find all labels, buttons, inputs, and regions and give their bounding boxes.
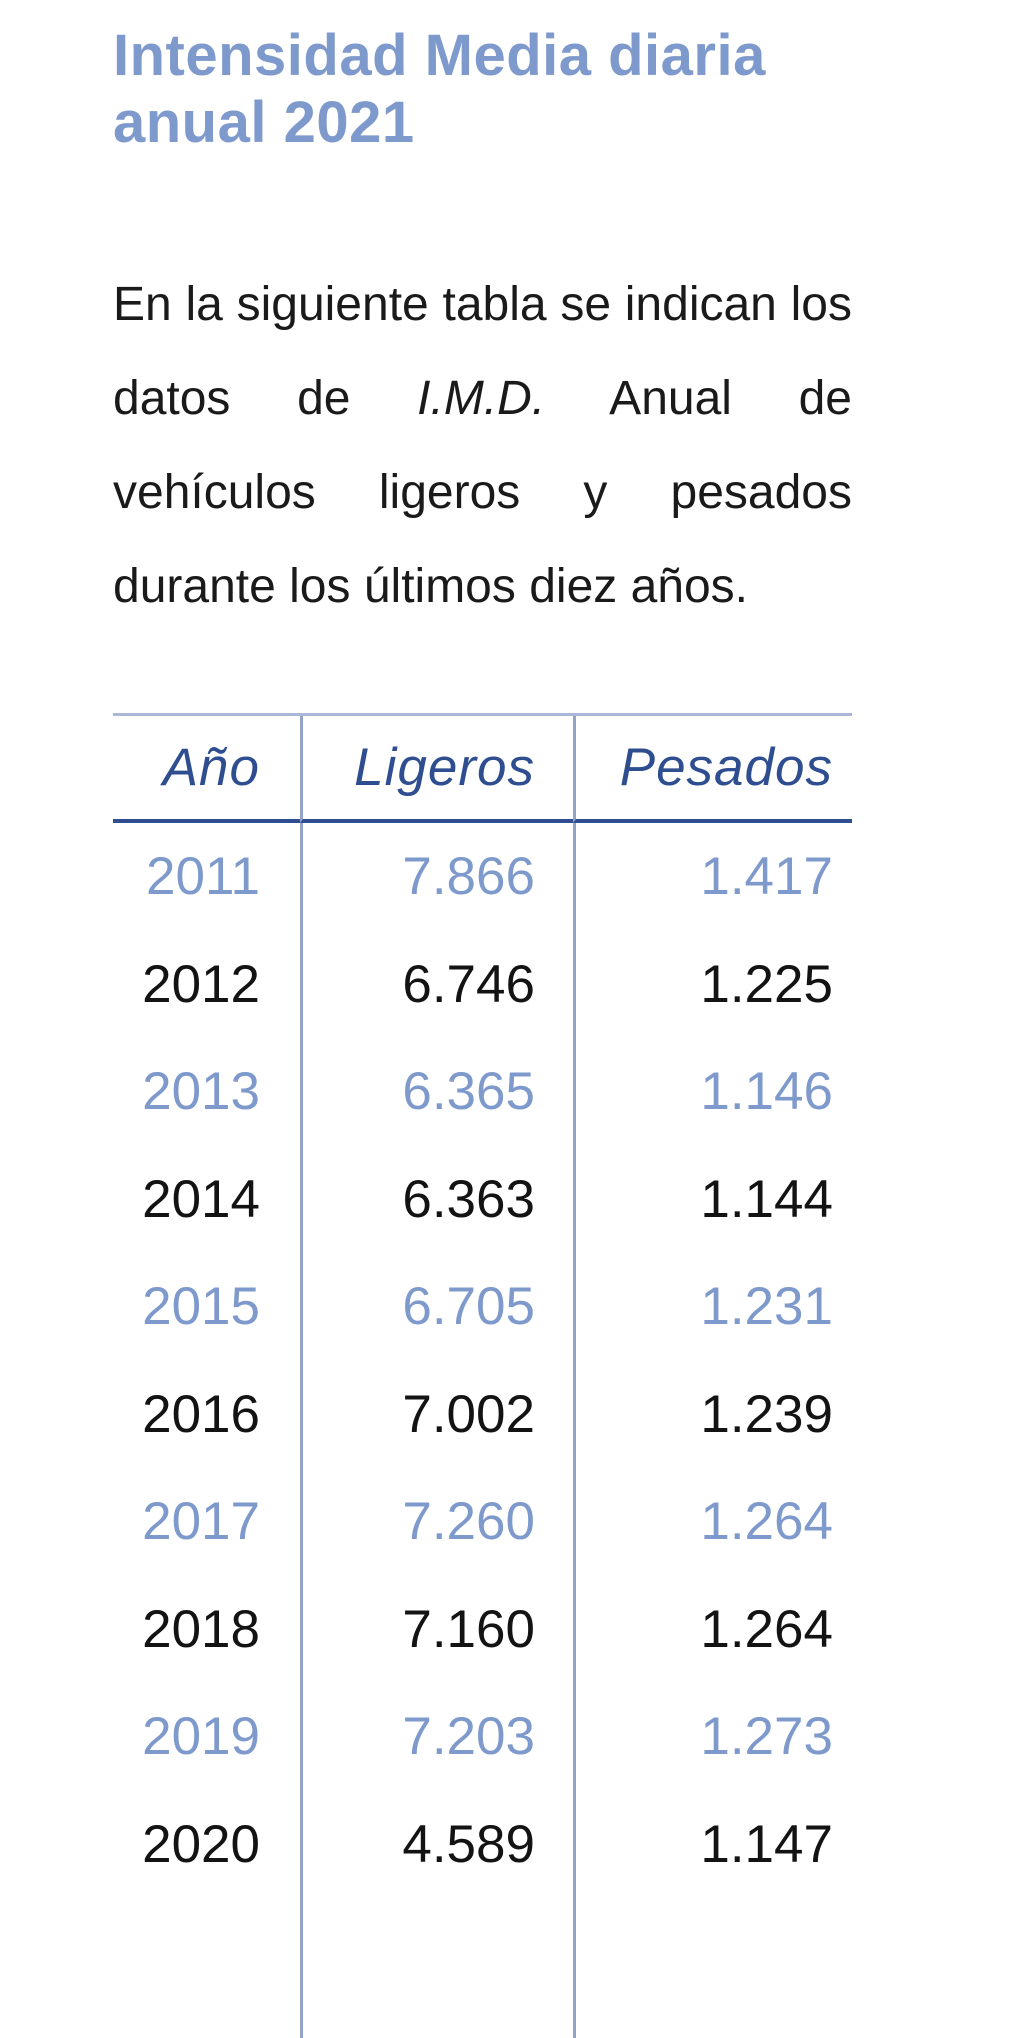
pesados-cell: 1.147 [573,1790,852,1898]
page-title: Intensidad Media diaria anual 2021 [113,22,852,156]
column-header-pesados: Pesados [573,716,852,823]
pesados-cell: 1.417 [573,823,852,931]
intro-paragraph: En la siguiente tabla se indican los dat… [113,258,852,634]
pesados-cell: 1.144 [573,1145,852,1253]
empty-cell [113,1898,300,2038]
year-cell: 2017 [142,1492,260,1552]
pesados-cell: 1.146 [573,1038,852,1146]
year-cell: 2020 [142,1814,260,1874]
year-cell: 2013 [142,1062,260,1122]
imd-abbreviation: I.M.D. [417,372,546,425]
year-cell: 2012 [142,954,260,1014]
page-title-line1: Intensidad Media diaria [113,23,766,88]
year-cell: 2011 [146,847,260,907]
pesados-cell: 1.264 [573,1468,852,1576]
ligeros-cell: 7.260 [300,1468,573,1576]
pesados-cell: 1.239 [573,1360,852,1468]
pesados-cell: 1.264 [573,1575,852,1683]
ligeros-cell: 6.365 [300,1038,573,1146]
pesados-cell: 1.273 [573,1683,852,1791]
ligeros-cell: 6.746 [300,930,573,1038]
intro-text-after: Anual de vehículos ligeros y pesados dur… [113,372,852,613]
ligeros-cell: 7.203 [300,1683,573,1791]
ligeros-cell: 7.002 [300,1360,573,1468]
year-cell: 2018 [142,1599,260,1659]
ligeros-cell: 7.160 [300,1575,573,1683]
ligeros-cell: 4.589 [300,1790,573,1898]
year-cell: 2015 [142,1277,260,1337]
year-cell: 2014 [142,1169,260,1229]
year-cell: 2016 [142,1384,260,1444]
ligeros-cell: 6.705 [300,1253,573,1361]
empty-cell [573,1898,852,2038]
column-header-ligeros: Ligeros [300,716,573,823]
pesados-cell: 1.225 [573,930,852,1038]
intro-text-before: En la siguiente tabla se indican los dat… [113,278,852,425]
empty-cell [300,1898,573,2038]
pesados-cell: 1.231 [573,1253,852,1361]
ligeros-cell: 7.866 [300,823,573,931]
column-header-ano: Año [113,716,300,823]
imd-table: Año Ligeros Pesados 2011 7.866 1.417 2012 6.… [113,713,852,2038]
page-title-line2: anual 2021 [113,90,415,155]
year-cell: 2019 [142,1707,260,1767]
ligeros-cell: 6.363 [300,1145,573,1253]
